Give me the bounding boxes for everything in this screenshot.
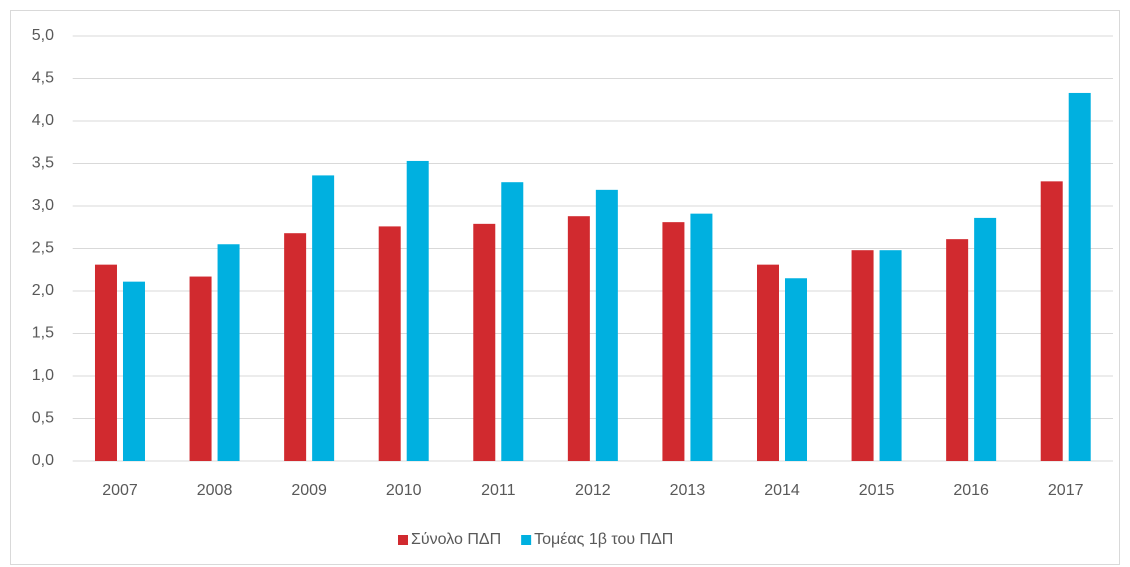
x-tick-label: 2009 [291, 482, 327, 499]
x-tick-label: 2011 [481, 482, 516, 499]
bar [1068, 92, 1091, 461]
bar [946, 239, 969, 461]
legend-label: Τομέας 1β του ΠΔΠ [534, 531, 673, 548]
bar [378, 226, 401, 461]
bar [1040, 181, 1063, 461]
bar [284, 233, 307, 461]
x-tick-label: 2012 [575, 482, 611, 499]
bar [122, 281, 145, 461]
y-tick-label: 3,5 [32, 155, 54, 172]
bar [473, 223, 496, 461]
bar [756, 264, 779, 461]
y-tick-label: 0,5 [32, 410, 54, 427]
y-tick-label: 2,0 [32, 282, 54, 299]
legend-swatch [521, 535, 532, 545]
x-tick-label: 2016 [953, 482, 989, 499]
bar [662, 222, 685, 461]
bar [217, 244, 240, 461]
y-tick-label: 0,0 [32, 452, 54, 469]
bar [784, 278, 807, 461]
x-tick-label: 2017 [1048, 482, 1084, 499]
bar [312, 175, 335, 461]
y-tick-label: 4,0 [32, 112, 54, 129]
y-tick-label: 1,0 [32, 367, 54, 384]
bar [690, 213, 713, 461]
bar [94, 264, 117, 461]
bar [851, 250, 874, 461]
bar [595, 189, 618, 461]
y-tick-label: 3,0 [32, 197, 54, 214]
x-tick-label: 2015 [859, 482, 895, 499]
x-tick-label: 2007 [102, 482, 138, 499]
bar [879, 250, 902, 461]
x-tick-label: 2010 [386, 482, 422, 499]
bar [406, 160, 429, 461]
bar [501, 182, 524, 461]
y-tick-label: 5,0 [32, 27, 54, 44]
y-tick-label: 1,5 [32, 325, 54, 342]
x-tick-label: 2008 [197, 482, 233, 499]
bar [974, 217, 997, 461]
x-tick-label: 2013 [670, 482, 706, 499]
y-tick-label: 4,5 [32, 70, 54, 87]
legend-label: Σύνολο ΠΔΠ [411, 531, 501, 548]
x-tick-label: 2014 [764, 482, 800, 499]
bar [189, 276, 212, 461]
legend-swatch [398, 535, 408, 545]
bar [567, 216, 590, 461]
y-tick-label: 2,5 [32, 240, 54, 257]
